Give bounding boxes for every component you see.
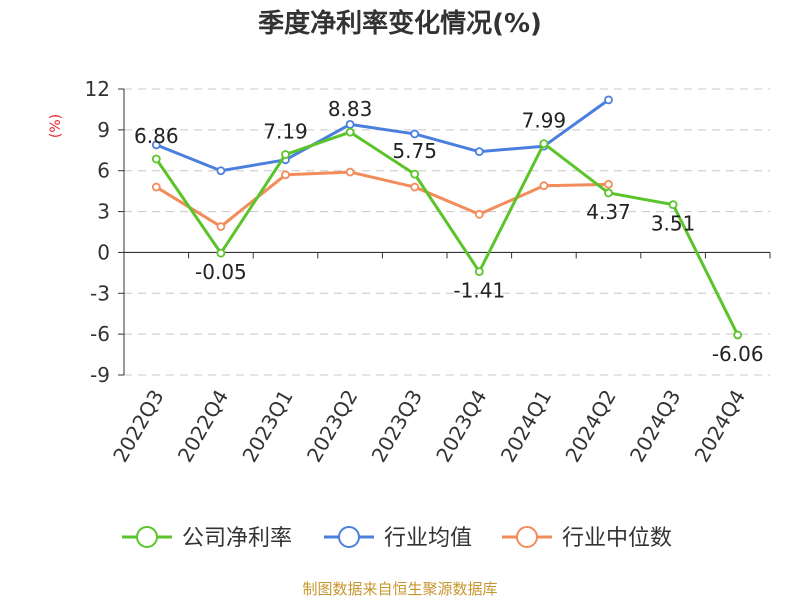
- y-tick-label: 12: [85, 77, 110, 101]
- x-tick-label: 2023Q2: [302, 386, 362, 467]
- legend-label: 行业均值: [384, 526, 472, 551]
- data-label: 5.75: [392, 139, 437, 163]
- data-point: [604, 179, 613, 189]
- data-point: [474, 147, 484, 157]
- x-tick-label: 2023Q1: [237, 386, 297, 467]
- x-tick-label: 2024Q1: [496, 386, 556, 467]
- legend: 公司净利率 行业均值 行业中位数: [122, 526, 672, 551]
- data-point: [474, 267, 484, 277]
- data-point: [604, 188, 613, 198]
- x-tick-label: 2024Q3: [625, 386, 685, 467]
- data-label: 7.99: [522, 109, 567, 133]
- data-point: [539, 139, 549, 149]
- data-point: [151, 154, 161, 164]
- data-label: -1.41: [453, 279, 505, 303]
- series-lines: [151, 95, 743, 340]
- data-label: -0.05: [195, 260, 247, 284]
- x-tick-label: 2023Q3: [367, 386, 427, 467]
- y-tick-label: 3: [97, 200, 110, 224]
- data-point: [216, 222, 226, 231]
- series-line: [155, 98, 610, 173]
- data-point: [410, 182, 420, 192]
- x-tick-label: 2022Q4: [173, 386, 233, 467]
- x-tick-label: 2024Q2: [560, 386, 620, 467]
- data-point: [151, 182, 161, 192]
- data-point: [345, 127, 355, 137]
- data-point: [410, 129, 420, 139]
- data-point: [604, 95, 613, 105]
- legend-label: 公司净利率: [182, 526, 292, 551]
- series-line: [155, 170, 609, 229]
- data-label: 3.51: [651, 212, 696, 236]
- data-label: 8.83: [328, 97, 373, 121]
- legend-swatch-marker: [136, 526, 158, 548]
- data-point: [216, 166, 226, 176]
- data-labels: 6.86 -0.05 7.19 8.83 5.75 -1.41 7.99 4.37 3.51 -6…: [134, 97, 764, 366]
- data-point: [281, 150, 290, 159]
- data-point: [151, 140, 161, 150]
- data-point: [345, 120, 355, 129]
- data-point: [345, 167, 355, 177]
- data-label: 6.86: [134, 124, 179, 148]
- y-tick-label: -6: [90, 322, 110, 346]
- series-line: [155, 130, 740, 336]
- data-point: [733, 330, 743, 340]
- y-tick-label: -3: [90, 281, 110, 305]
- x-tick-label: 2024Q4: [690, 386, 750, 467]
- y-tick-label: -9: [90, 363, 110, 387]
- legend-swatch-marker: [516, 526, 538, 548]
- x-tick-label: 2023Q4: [431, 386, 491, 467]
- y-tick-label: 0: [97, 240, 110, 264]
- y-axis-unit: (%): [48, 114, 64, 138]
- legend-swatch-marker: [338, 526, 360, 548]
- data-label: 7.19: [263, 120, 308, 144]
- data-label: -6.06: [712, 342, 764, 366]
- data-point: [668, 200, 678, 210]
- data-point: [539, 181, 549, 191]
- data-point: [410, 169, 420, 179]
- data-point: [474, 209, 484, 219]
- data-point: [281, 170, 290, 180]
- y-tick-label: 6: [97, 159, 110, 183]
- data-label: 4.37: [586, 200, 631, 224]
- x-tick-label: 2022Q3: [108, 386, 168, 467]
- source-note: 制图数据来自恒生聚源数据库: [302, 580, 497, 598]
- chart-title: 季度净利率变化情况(%): [258, 8, 542, 39]
- y-tick-label: 9: [97, 118, 110, 142]
- data-point: [216, 248, 226, 258]
- legend-label: 行业中位数: [562, 526, 672, 551]
- gridlines: [124, 88, 770, 376]
